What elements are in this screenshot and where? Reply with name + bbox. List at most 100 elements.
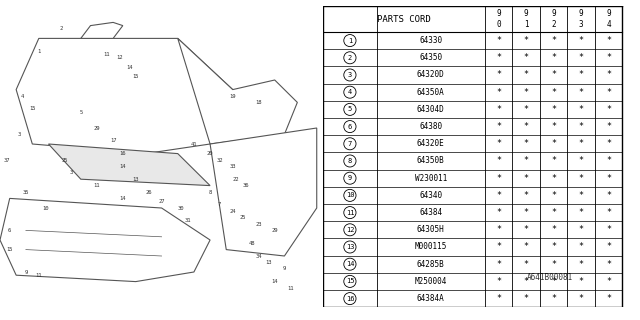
Text: 1: 1 [37, 49, 40, 54]
Text: 64304D: 64304D [417, 105, 445, 114]
Polygon shape [0, 198, 210, 282]
Text: 9
4: 9 4 [606, 10, 611, 29]
Text: 16: 16 [120, 151, 126, 156]
Text: 22: 22 [233, 177, 239, 182]
Text: *: * [606, 139, 611, 148]
Text: *: * [579, 36, 584, 45]
Text: 2: 2 [348, 55, 352, 61]
Text: 9
3: 9 3 [579, 10, 584, 29]
Text: 13: 13 [346, 244, 354, 250]
Text: A641B00081: A641B00081 [527, 273, 573, 282]
Text: 11: 11 [287, 285, 294, 291]
Text: 10: 10 [42, 205, 49, 211]
Text: 7: 7 [348, 141, 352, 147]
Text: 64380: 64380 [419, 122, 442, 131]
Text: 24: 24 [230, 209, 236, 214]
Text: *: * [524, 294, 529, 303]
Text: *: * [606, 70, 611, 79]
Text: 14: 14 [120, 164, 126, 169]
Text: 32: 32 [216, 157, 223, 163]
Text: 19: 19 [230, 93, 236, 99]
Text: *: * [551, 174, 556, 183]
Text: 18: 18 [255, 100, 262, 105]
Text: *: * [524, 36, 529, 45]
Text: *: * [606, 260, 611, 269]
Text: *: * [551, 139, 556, 148]
Text: *: * [606, 294, 611, 303]
Text: *: * [496, 294, 501, 303]
Text: 16: 16 [346, 296, 354, 301]
Text: 8: 8 [348, 158, 352, 164]
Text: *: * [524, 53, 529, 62]
Text: *: * [606, 191, 611, 200]
Text: *: * [524, 191, 529, 200]
Text: *: * [579, 225, 584, 234]
Text: 25: 25 [239, 215, 246, 220]
Text: 10: 10 [346, 192, 354, 198]
Text: 11: 11 [93, 183, 100, 188]
Text: 15: 15 [132, 74, 139, 79]
Text: *: * [524, 139, 529, 148]
Text: *: * [579, 139, 584, 148]
Text: *: * [551, 88, 556, 97]
Text: 2: 2 [60, 26, 63, 31]
Text: *: * [496, 122, 501, 131]
Text: 64384: 64384 [419, 208, 442, 217]
Text: *: * [524, 122, 529, 131]
Text: 34: 34 [255, 253, 262, 259]
Text: *: * [579, 105, 584, 114]
Text: 30: 30 [178, 205, 184, 211]
Text: M250004: M250004 [415, 277, 447, 286]
Text: *: * [606, 243, 611, 252]
Text: 41: 41 [191, 141, 197, 147]
Text: 8: 8 [209, 189, 212, 195]
Text: 9
0: 9 0 [497, 10, 501, 29]
Text: *: * [606, 53, 611, 62]
Text: *: * [551, 243, 556, 252]
Text: *: * [524, 70, 529, 79]
Text: 35: 35 [22, 189, 29, 195]
Text: *: * [551, 53, 556, 62]
Text: 17: 17 [110, 138, 116, 143]
Text: *: * [524, 174, 529, 183]
Text: 9: 9 [283, 266, 286, 271]
Text: 4: 4 [21, 93, 24, 99]
Text: 14: 14 [346, 261, 354, 267]
Text: 12: 12 [116, 55, 123, 60]
Text: *: * [551, 70, 556, 79]
Text: 48: 48 [249, 241, 255, 246]
Text: 11: 11 [104, 52, 110, 57]
Text: *: * [551, 105, 556, 114]
Text: *: * [496, 277, 501, 286]
Text: *: * [524, 88, 529, 97]
Text: *: * [579, 174, 584, 183]
Text: 11: 11 [346, 210, 354, 216]
Text: *: * [496, 243, 501, 252]
Text: 23: 23 [255, 221, 262, 227]
Text: *: * [606, 105, 611, 114]
Text: 3: 3 [348, 72, 352, 78]
Text: *: * [496, 139, 501, 148]
Text: *: * [606, 225, 611, 234]
Text: 64350B: 64350B [417, 156, 445, 165]
Text: 64350A: 64350A [417, 88, 445, 97]
Text: *: * [551, 191, 556, 200]
Text: 15: 15 [346, 278, 354, 284]
Text: *: * [524, 277, 529, 286]
Text: *: * [579, 53, 584, 62]
Text: *: * [606, 156, 611, 165]
Text: 5: 5 [79, 109, 83, 115]
Text: 1: 1 [348, 37, 352, 44]
Text: *: * [551, 208, 556, 217]
Text: *: * [579, 156, 584, 165]
Text: 15: 15 [6, 247, 13, 252]
Text: *: * [551, 156, 556, 165]
Text: 31: 31 [184, 218, 191, 223]
Text: *: * [496, 260, 501, 269]
Text: *: * [579, 260, 584, 269]
Text: *: * [496, 225, 501, 234]
Text: 4: 4 [348, 89, 352, 95]
Text: 64350: 64350 [419, 53, 442, 62]
Text: *: * [496, 53, 501, 62]
Text: *: * [606, 174, 611, 183]
